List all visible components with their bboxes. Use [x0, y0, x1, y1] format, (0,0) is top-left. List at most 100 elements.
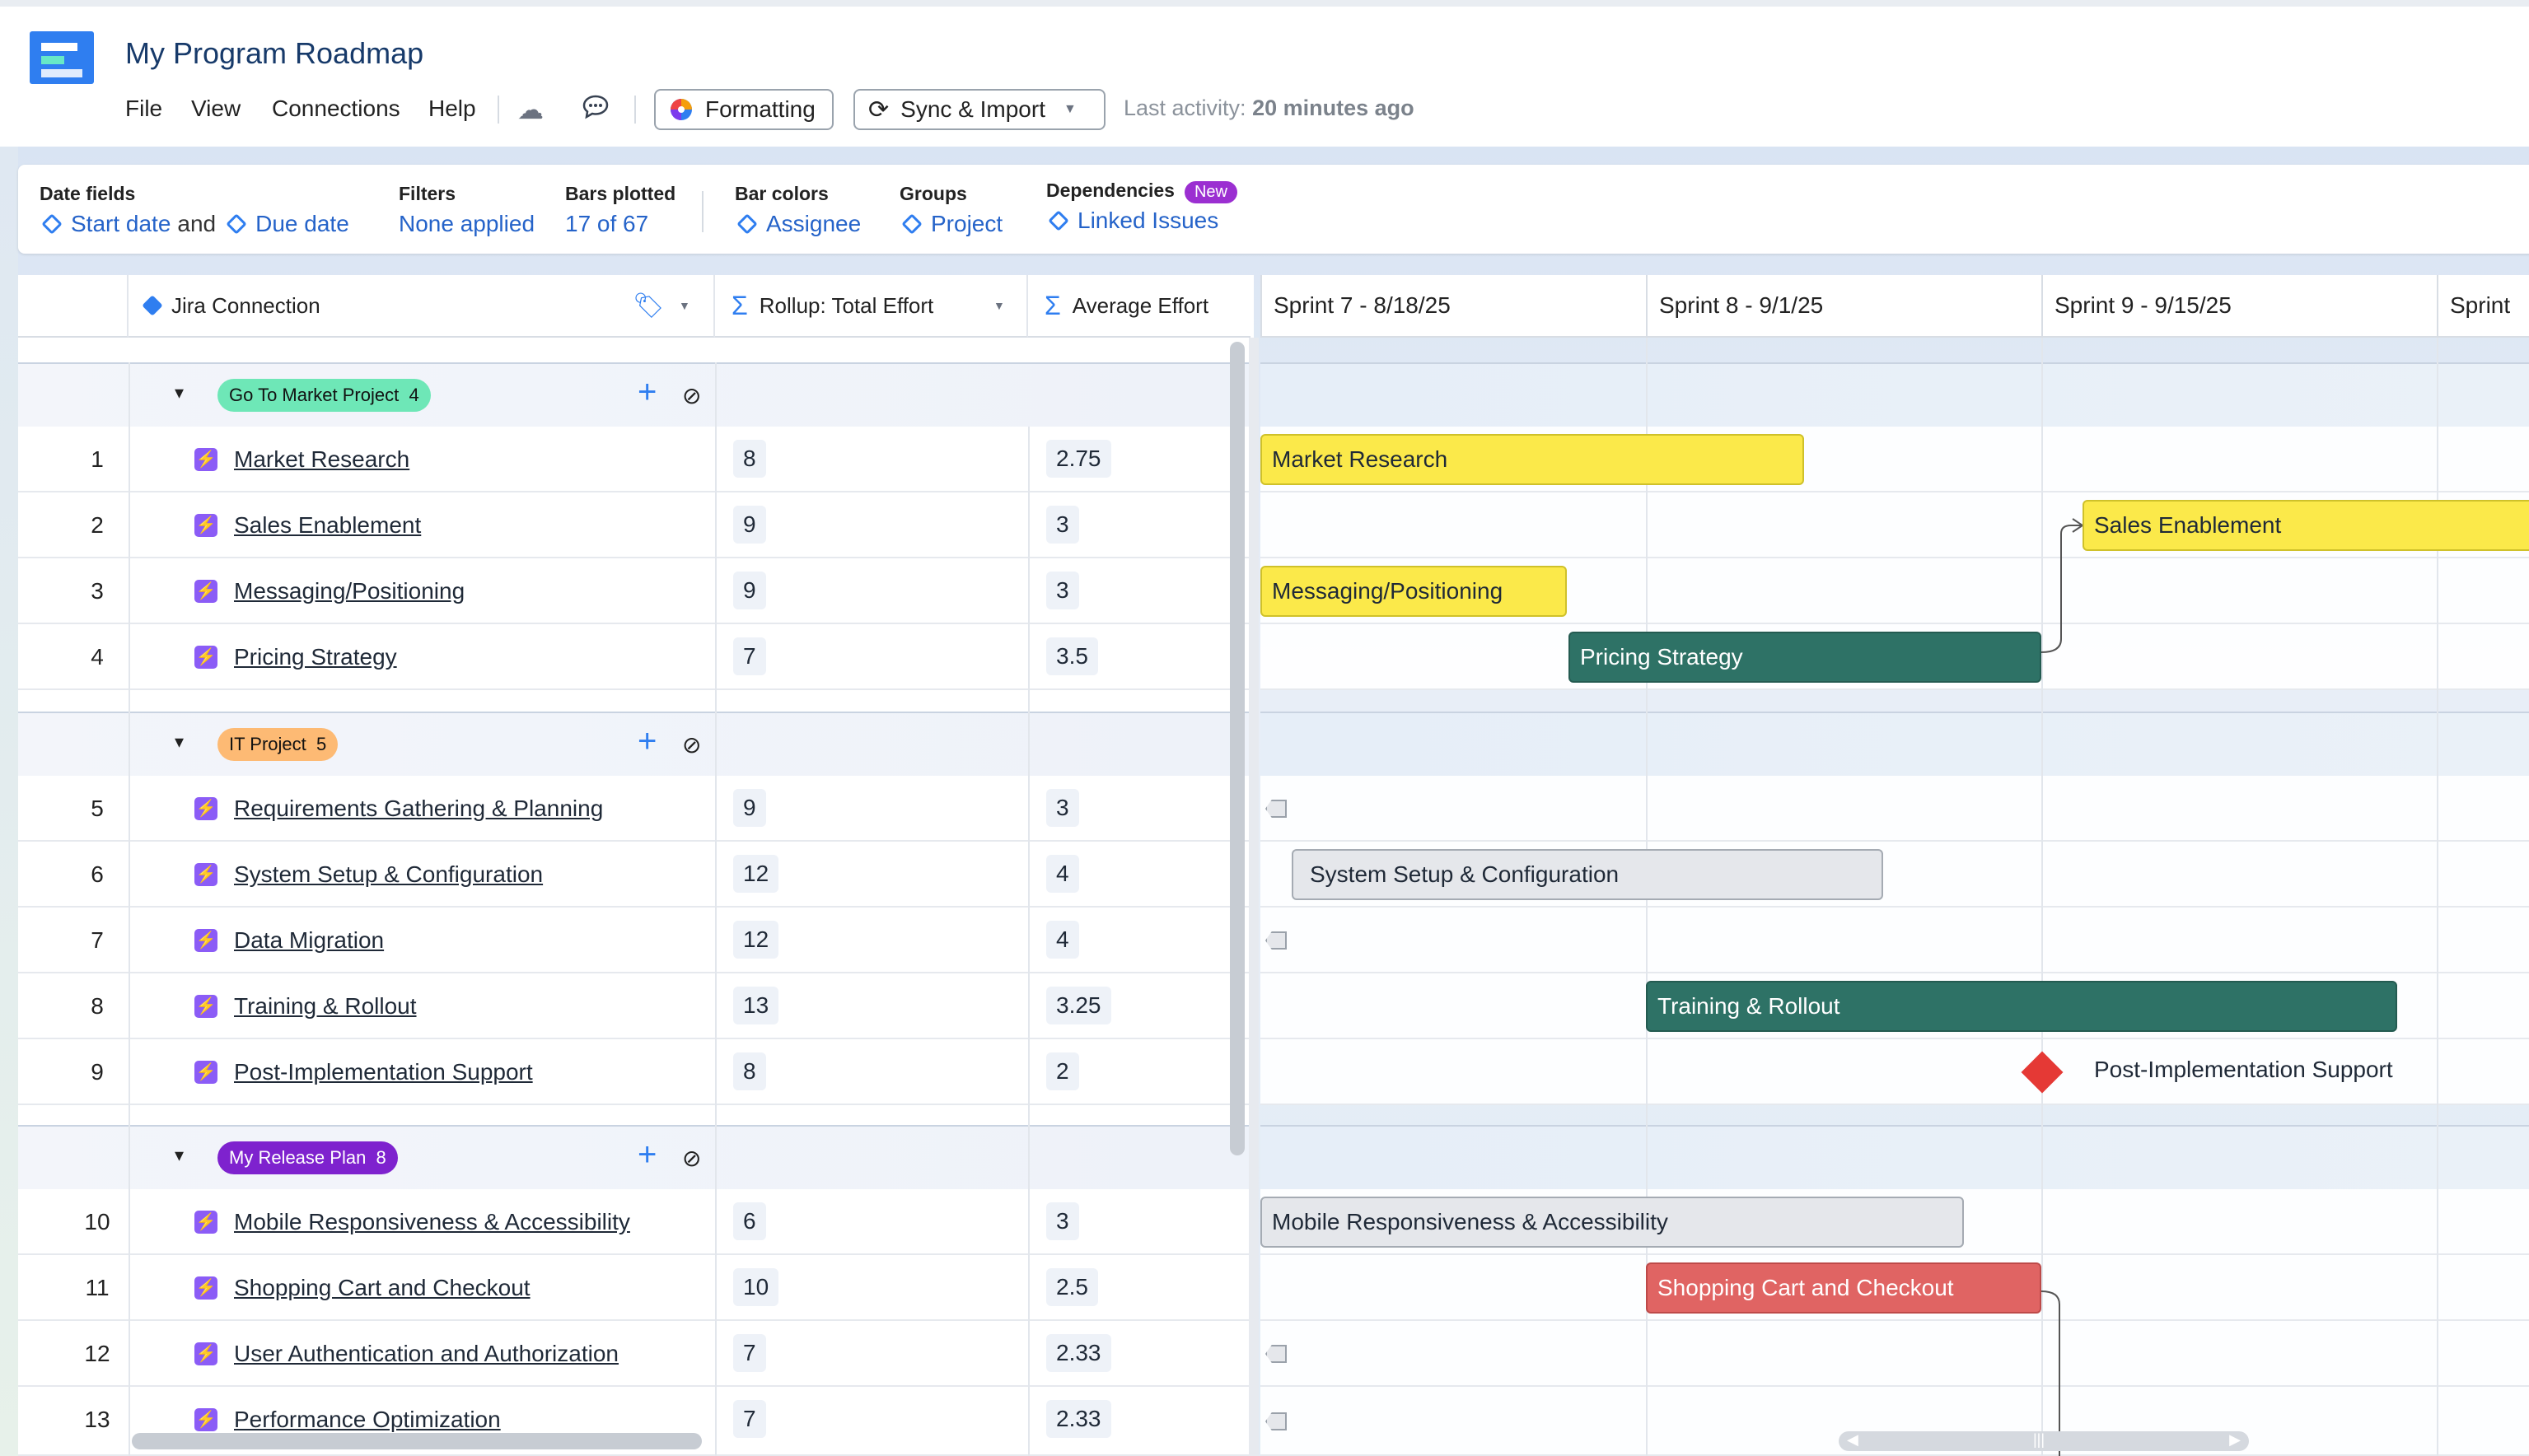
- group-header-go-to-market[interactable]: ▾ Go To Market Project 4 + ⊘: [18, 362, 1254, 427]
- average-effort-header[interactable]: Σ Average Effort: [1028, 275, 1250, 338]
- table-row[interactable]: 11 ⚡ Shopping Cart and Checkout 10 2.5: [18, 1255, 1254, 1321]
- start-date-field[interactable]: Start date: [71, 211, 171, 236]
- filters-value[interactable]: None applied: [399, 211, 535, 236]
- menu-file[interactable]: File: [125, 96, 163, 121]
- total-effort-cell[interactable]: 13: [733, 987, 779, 1024]
- grid-horizontal-scrollbar[interactable]: [132, 1433, 702, 1449]
- groups-group[interactable]: Groups Project: [900, 183, 1003, 237]
- bar-colors-group[interactable]: Bar colors Assignee: [735, 183, 861, 237]
- table-row[interactable]: 1 ⚡ Market Research 8 2.75: [18, 427, 1254, 492]
- total-effort-cell[interactable]: 7: [733, 1400, 766, 1438]
- average-effort-cell[interactable]: 4: [1046, 921, 1079, 959]
- gantt-bar[interactable]: Training & Rollout: [1646, 981, 2397, 1032]
- tag-icon[interactable]: 🏷: [633, 292, 665, 320]
- bar-colors-value[interactable]: Assignee: [766, 211, 862, 236]
- average-effort-cell[interactable]: 3.5: [1046, 637, 1098, 675]
- offscreen-bar-indicator-icon[interactable]: [1265, 931, 1287, 950]
- dependencies-group[interactable]: Dependencies New Linked Issues: [1046, 180, 1237, 234]
- chevron-down-icon[interactable]: ▼: [993, 299, 1005, 312]
- gantt-bar[interactable]: Mobile Responsiveness & Accessibility: [1260, 1197, 1964, 1248]
- offscreen-bar-indicator-icon[interactable]: [1265, 1412, 1287, 1430]
- average-effort-cell[interactable]: 2.33: [1046, 1400, 1111, 1438]
- table-row[interactable]: 9 ⚡ Post-Implementation Support 8 2: [18, 1039, 1254, 1105]
- add-row-icon[interactable]: +: [638, 723, 657, 759]
- milestone-label[interactable]: Post-Implementation Support: [2094, 1057, 2393, 1082]
- bars-plotted-value[interactable]: 17 of 67: [565, 211, 649, 236]
- offscreen-bar-indicator-icon[interactable]: [1265, 1345, 1287, 1363]
- table-row[interactable]: 7 ⚡ Data Migration 12 4: [18, 908, 1254, 973]
- hide-eye-icon[interactable]: ⊘: [682, 1146, 702, 1171]
- dependencies-value[interactable]: Linked Issues: [1078, 208, 1219, 233]
- formatting-button[interactable]: Formatting: [654, 89, 834, 130]
- gantt-bar[interactable]: Shopping Cart and Checkout: [1646, 1262, 2041, 1314]
- average-effort-cell[interactable]: 2: [1046, 1052, 1079, 1090]
- date-fields-group[interactable]: Date fields Start date and Due date: [40, 183, 349, 237]
- group-header-my-release-plan[interactable]: ▾ My Release Plan 8 + ⊘: [18, 1125, 1254, 1189]
- gantt-bar[interactable]: Market Research: [1260, 434, 1804, 485]
- task-name-link[interactable]: Data Migration: [234, 927, 385, 953]
- gantt-bar[interactable]: Messaging/Positioning: [1260, 566, 1567, 617]
- app-title[interactable]: My Program Roadmap: [125, 36, 424, 70]
- menu-connections[interactable]: Connections: [272, 96, 400, 121]
- vertical-scrollbar[interactable]: [1230, 342, 1245, 1155]
- total-effort-cell[interactable]: 6: [733, 1202, 766, 1240]
- menu-help[interactable]: Help: [428, 96, 476, 121]
- task-name-link[interactable]: System Setup & Configuration: [234, 861, 544, 887]
- task-name-link[interactable]: Pricing Strategy: [234, 644, 397, 670]
- sync-import-button[interactable]: ⟳ Sync & Import ▼: [853, 89, 1106, 130]
- group-header-it-project[interactable]: ▾ IT Project 5 + ⊘: [18, 712, 1254, 776]
- app-logo-icon[interactable]: [30, 31, 94, 84]
- offscreen-bar-indicator-icon[interactable]: [1265, 800, 1287, 818]
- table-row[interactable]: 12 ⚡ User Authentication and Authorizati…: [18, 1321, 1254, 1387]
- total-effort-cell[interactable]: 12: [733, 921, 779, 959]
- scroll-right-icon[interactable]: ▶: [2229, 1431, 2241, 1448]
- scroll-left-icon[interactable]: ◀: [1847, 1431, 1858, 1448]
- table-row[interactable]: 2 ⚡ Sales Enablement 9 3: [18, 492, 1254, 558]
- total-effort-cell[interactable]: 7: [733, 1334, 766, 1372]
- scroll-grip-icon[interactable]: |||: [2033, 1431, 2045, 1448]
- total-effort-cell[interactable]: 7: [733, 637, 766, 675]
- task-name-link[interactable]: Requirements Gathering & Planning: [234, 796, 604, 821]
- task-name-link[interactable]: Sales Enablement: [234, 512, 422, 538]
- task-name-link[interactable]: Shopping Cart and Checkout: [234, 1275, 531, 1300]
- average-effort-cell[interactable]: 2.5: [1046, 1268, 1098, 1306]
- table-row[interactable]: 6 ⚡ System Setup & Configuration 12 4: [18, 842, 1254, 908]
- total-effort-cell[interactable]: 8: [733, 1052, 766, 1090]
- average-effort-cell[interactable]: 3.25: [1046, 987, 1111, 1024]
- add-row-icon[interactable]: +: [638, 374, 657, 410]
- due-date-field[interactable]: Due date: [255, 211, 349, 236]
- menu-view[interactable]: View: [191, 96, 241, 121]
- table-row[interactable]: 5 ⚡ Requirements Gathering & Planning 9 …: [18, 776, 1254, 842]
- caret-down-icon[interactable]: ▾: [175, 382, 185, 403]
- table-row[interactable]: 8 ⚡ Training & Rollout 13 3.25: [18, 973, 1254, 1039]
- total-effort-cell[interactable]: 8: [733, 440, 766, 478]
- caret-down-icon[interactable]: ▾: [175, 731, 185, 752]
- average-effort-cell[interactable]: 3: [1046, 789, 1079, 827]
- table-row[interactable]: 3 ⚡ Messaging/Positioning 9 3: [18, 558, 1254, 624]
- task-name-link[interactable]: Post-Implementation Support: [234, 1059, 533, 1085]
- gantt-bar[interactable]: Sales Enablement: [2083, 500, 2529, 551]
- groups-value[interactable]: Project: [931, 211, 1003, 236]
- pane-splitter[interactable]: [1249, 338, 1259, 1456]
- task-name-link[interactable]: Market Research: [234, 446, 410, 472]
- gantt-bar[interactable]: Pricing Strategy: [1568, 632, 2041, 683]
- add-row-icon[interactable]: +: [638, 1136, 657, 1173]
- average-effort-cell[interactable]: 2.75: [1046, 440, 1111, 478]
- table-row[interactable]: 4 ⚡ Pricing Strategy 7 3.5: [18, 624, 1254, 690]
- gantt-bar[interactable]: System Setup & Configuration: [1292, 849, 1883, 900]
- total-effort-cell[interactable]: 9: [733, 506, 766, 544]
- task-name-link[interactable]: Mobile Responsiveness & Accessibility: [234, 1209, 630, 1234]
- total-effort-cell[interactable]: 9: [733, 572, 766, 609]
- total-effort-cell[interactable]: 12: [733, 855, 779, 893]
- total-effort-cell[interactable]: 10: [733, 1268, 779, 1306]
- average-effort-cell[interactable]: 4: [1046, 855, 1079, 893]
- table-row[interactable]: 10 ⚡ Mobile Responsiveness & Accessibili…: [18, 1189, 1254, 1255]
- caret-down-icon[interactable]: ▾: [175, 1145, 185, 1165]
- task-name-link[interactable]: Messaging/Positioning: [234, 578, 465, 604]
- bars-plotted-group[interactable]: Bars plotted 17 of 67: [565, 183, 675, 237]
- task-name-link[interactable]: Training & Rollout: [234, 993, 417, 1019]
- filters-group[interactable]: Filters None applied: [399, 183, 535, 237]
- comment-icon[interactable]: [582, 94, 610, 127]
- average-effort-cell[interactable]: 3: [1046, 506, 1079, 544]
- average-effort-cell[interactable]: 2.33: [1046, 1334, 1111, 1372]
